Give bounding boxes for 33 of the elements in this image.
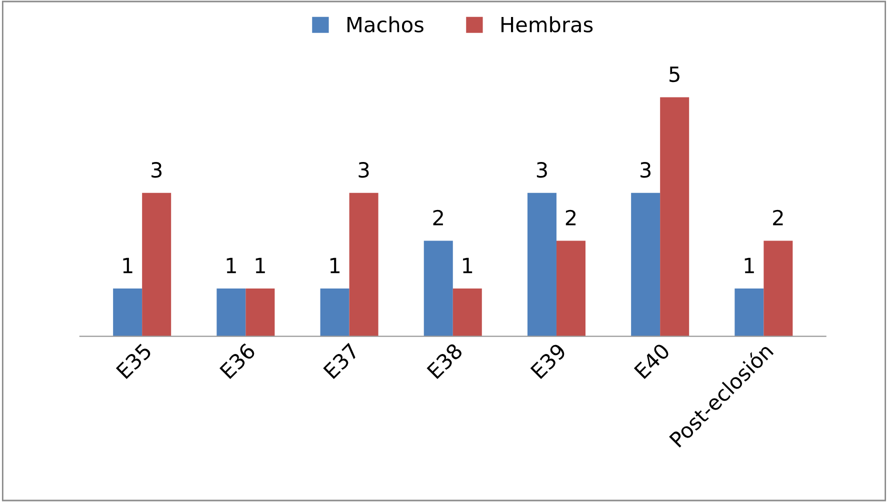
data-label: 3 xyxy=(358,162,369,178)
data-label: 3 xyxy=(152,162,162,178)
data-label: 1 xyxy=(463,258,472,274)
bar xyxy=(556,240,586,336)
data-label: 2 xyxy=(566,210,576,226)
data-label: 1 xyxy=(123,258,132,274)
data-label: 1 xyxy=(330,258,340,274)
bar xyxy=(320,288,350,336)
x-tick-label: E40 xyxy=(634,342,671,380)
data-label: 2 xyxy=(773,210,783,226)
bar xyxy=(142,192,172,336)
bar xyxy=(349,192,378,336)
bar xyxy=(216,288,246,336)
legend-label: Machos xyxy=(347,16,424,32)
bar xyxy=(631,192,660,336)
data-label: 1 xyxy=(256,258,265,274)
data-label: 1 xyxy=(744,258,754,274)
data-label: 1 xyxy=(226,258,236,274)
bar xyxy=(246,288,275,336)
bar xyxy=(527,192,556,336)
legend-label: Hembras xyxy=(501,16,593,32)
bar xyxy=(734,288,764,336)
data-label: 5 xyxy=(670,66,680,82)
data-label: 2 xyxy=(433,210,443,226)
x-tick-label: E38 xyxy=(426,342,464,380)
bar xyxy=(764,240,793,336)
bar xyxy=(424,240,453,336)
bar xyxy=(660,97,690,336)
data-label: 3 xyxy=(536,162,547,178)
data-label: 3 xyxy=(640,162,651,178)
bar xyxy=(113,288,142,336)
x-tick-label: E39 xyxy=(530,342,567,380)
bar xyxy=(452,288,482,336)
